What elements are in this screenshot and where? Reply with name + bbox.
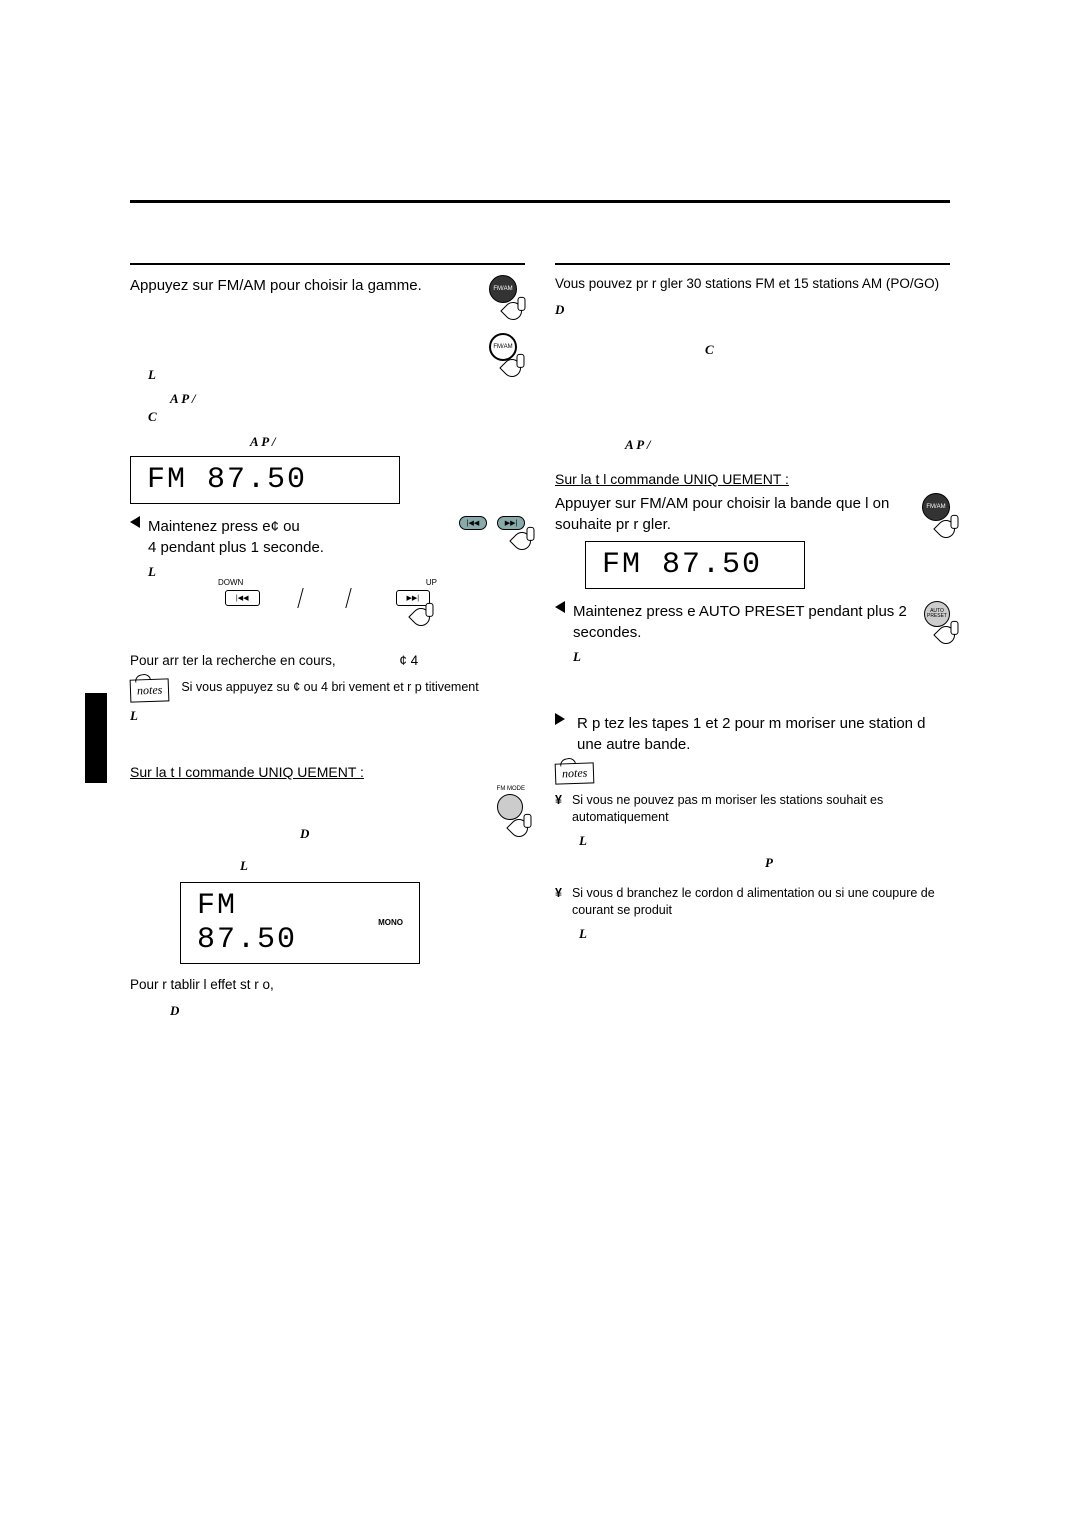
left-step2-row: Maintenez press e¢ ou 4 pendant plus 1 s… bbox=[130, 516, 525, 558]
left-step2-line1: Maintenez press e¢ ou bbox=[148, 518, 300, 535]
notes-icon: notes bbox=[130, 678, 170, 702]
remote-divider bbox=[345, 588, 358, 608]
right-intro: Vous pouvez pr r gler 30 stations FM et … bbox=[555, 275, 950, 294]
right-note2: ¥ Si vous d branchez le cordon d aliment… bbox=[555, 885, 950, 920]
right-L-label: L bbox=[573, 649, 950, 665]
finger-icon bbox=[933, 622, 958, 647]
left-L-label: L bbox=[148, 367, 525, 383]
fmmode-label: FM MODE bbox=[497, 786, 525, 792]
lcd-display-2: FM 87.50 MONO bbox=[180, 882, 420, 964]
left-C-label: C bbox=[148, 409, 525, 425]
left-column: Appuyez sur FM/AM pour choisir la gamme.… bbox=[130, 263, 525, 1027]
finger-icon bbox=[933, 516, 958, 541]
fmmode-icon bbox=[497, 794, 523, 820]
right-note1-text: Si vous ne pouvez pas m moriser les stat… bbox=[572, 792, 950, 827]
left-L-label-3: L bbox=[130, 708, 525, 724]
lcd1-text: FM 87.50 bbox=[147, 463, 307, 497]
right-column: Vous pouvez pr r gler 30 stations FM et … bbox=[555, 263, 950, 1027]
notes-icon: notes bbox=[555, 762, 595, 784]
fmam-label: FM/AM bbox=[926, 504, 945, 510]
apo-label-1: A P / bbox=[170, 391, 196, 407]
fmam-icon-dark: FM/AM bbox=[489, 275, 517, 303]
bullet-icon: ¥ bbox=[555, 885, 562, 903]
lcd3-text: FM 87.50 bbox=[602, 548, 762, 582]
side-black-tab bbox=[85, 693, 107, 783]
right-apo-label: A P / bbox=[625, 437, 651, 452]
right-remote-only-heading: Sur la t l commande UNIQ UEMENT : bbox=[555, 471, 950, 487]
left-D-label-2: D bbox=[170, 1003, 525, 1019]
remote-divider bbox=[297, 588, 310, 608]
play-arrow-icon bbox=[555, 713, 565, 725]
left-step1-icons: FM/AM FM/AM bbox=[481, 275, 525, 361]
left-step2-text: Maintenez press e¢ ou 4 pendant plus 1 s… bbox=[148, 516, 451, 558]
fmam-label: FM/AM bbox=[493, 286, 512, 292]
note1-text: Si vous appuyez su ¢ ou 4 bri vement et … bbox=[181, 679, 525, 697]
autopreset-icon: AUTO PRESET bbox=[924, 601, 950, 627]
finger-icon bbox=[408, 604, 433, 629]
up-label: UP bbox=[426, 578, 437, 587]
left-step2-line2: 4 pendant plus 1 seconde. bbox=[148, 539, 324, 556]
bullet-icon: ¥ bbox=[555, 792, 562, 810]
right-step1-text: Appuyer sur FM/AM pour choisir la bande … bbox=[555, 493, 914, 535]
left-arrow-icon bbox=[130, 516, 140, 528]
right-L-label-3: L bbox=[579, 926, 950, 942]
right-note1: ¥ Si vous ne pouvez pas m moriser les st… bbox=[555, 792, 950, 827]
lcd-display-3: FM 87.50 bbox=[585, 541, 805, 589]
remote-next-glyph: ▶▶| bbox=[407, 595, 420, 602]
two-column-layout: Appuyez sur FM/AM pour choisir la gamme.… bbox=[130, 263, 950, 1027]
prev-track-button[interactable]: |◀◀ bbox=[459, 516, 487, 530]
right-D-label: D bbox=[555, 302, 950, 318]
fmam-icon-light: FM/AM bbox=[489, 333, 517, 361]
track-button-pair: |◀◀ ▶▶| bbox=[459, 516, 525, 530]
left-step1-row: Appuyez sur FM/AM pour choisir la gamme.… bbox=[130, 275, 525, 361]
right-step2-row: Maintenez press e AUTO PRESET pendant pl… bbox=[555, 601, 950, 643]
page-top-rule bbox=[130, 200, 950, 203]
fmmode-row: FM MODE bbox=[130, 786, 525, 820]
next-track-button[interactable]: ▶▶| bbox=[497, 516, 525, 530]
remote-down-up-diagram: DOWN UP |◀◀ ▶▶| bbox=[130, 588, 525, 608]
right-C-label: C bbox=[705, 342, 950, 358]
preset-label: PRESET bbox=[927, 614, 947, 619]
lcd-display-1: FM 87.50 bbox=[130, 456, 400, 504]
right-step3-row: R p tez les tapes 1 et 2 pour m moriser … bbox=[555, 713, 950, 755]
finger-icon bbox=[509, 528, 534, 553]
apo-label-2: A P / bbox=[250, 434, 276, 449]
left-remote-only-heading: Sur la t l commande UNIQ UEMENT : bbox=[130, 764, 525, 780]
down-label: DOWN bbox=[218, 578, 243, 587]
left-L-label-2: L bbox=[148, 564, 525, 580]
left-arrow-icon bbox=[555, 601, 565, 613]
right-L-label-2: L bbox=[579, 833, 950, 849]
note-row-1: notes Si vous appuyez su ¢ ou 4 bri veme… bbox=[130, 679, 525, 702]
fmam-icon-dark: FM/AM bbox=[922, 493, 950, 521]
stop-search-text: Pour arr ter la recherche en cours, bbox=[130, 653, 336, 668]
prev-glyph: |◀◀ bbox=[467, 519, 480, 527]
right-step1-row: Appuyer sur FM/AM pour choisir la bande … bbox=[555, 493, 950, 535]
stop-search-row: Pour arr ter la recherche en cours, ¢ 4 bbox=[130, 652, 525, 671]
right-step3-text: R p tez les tapes 1 et 2 pour m moriser … bbox=[577, 713, 950, 755]
right-step2-text: Maintenez press e AUTO PRESET pendant pl… bbox=[573, 601, 916, 643]
lcd2-text: FM 87.50 bbox=[197, 889, 348, 957]
lcd2-mono: MONO bbox=[378, 918, 403, 927]
right-P-label: P bbox=[765, 855, 950, 871]
left-D-label: D bbox=[300, 826, 525, 842]
remote-prev-glyph: |◀◀ bbox=[236, 595, 249, 602]
restore-stereo-text: Pour r tablir l effet st r o, bbox=[130, 976, 525, 995]
right-column-rule bbox=[555, 263, 950, 265]
left-column-rule bbox=[130, 263, 525, 265]
next-glyph: ▶▶| bbox=[505, 519, 518, 527]
fmam-label: FM/AM bbox=[493, 344, 512, 350]
finger-icon bbox=[500, 298, 525, 323]
left-L-label-4: L bbox=[240, 858, 525, 874]
left-step1-text: Appuyez sur FM/AM pour choisir la gamme. bbox=[130, 275, 473, 296]
stop-search-tail: ¢ 4 bbox=[399, 653, 418, 668]
remote-prev-button[interactable]: |◀◀ bbox=[225, 590, 260, 606]
right-note2-text: Si vous d branchez le cordon d alimentat… bbox=[572, 885, 950, 920]
